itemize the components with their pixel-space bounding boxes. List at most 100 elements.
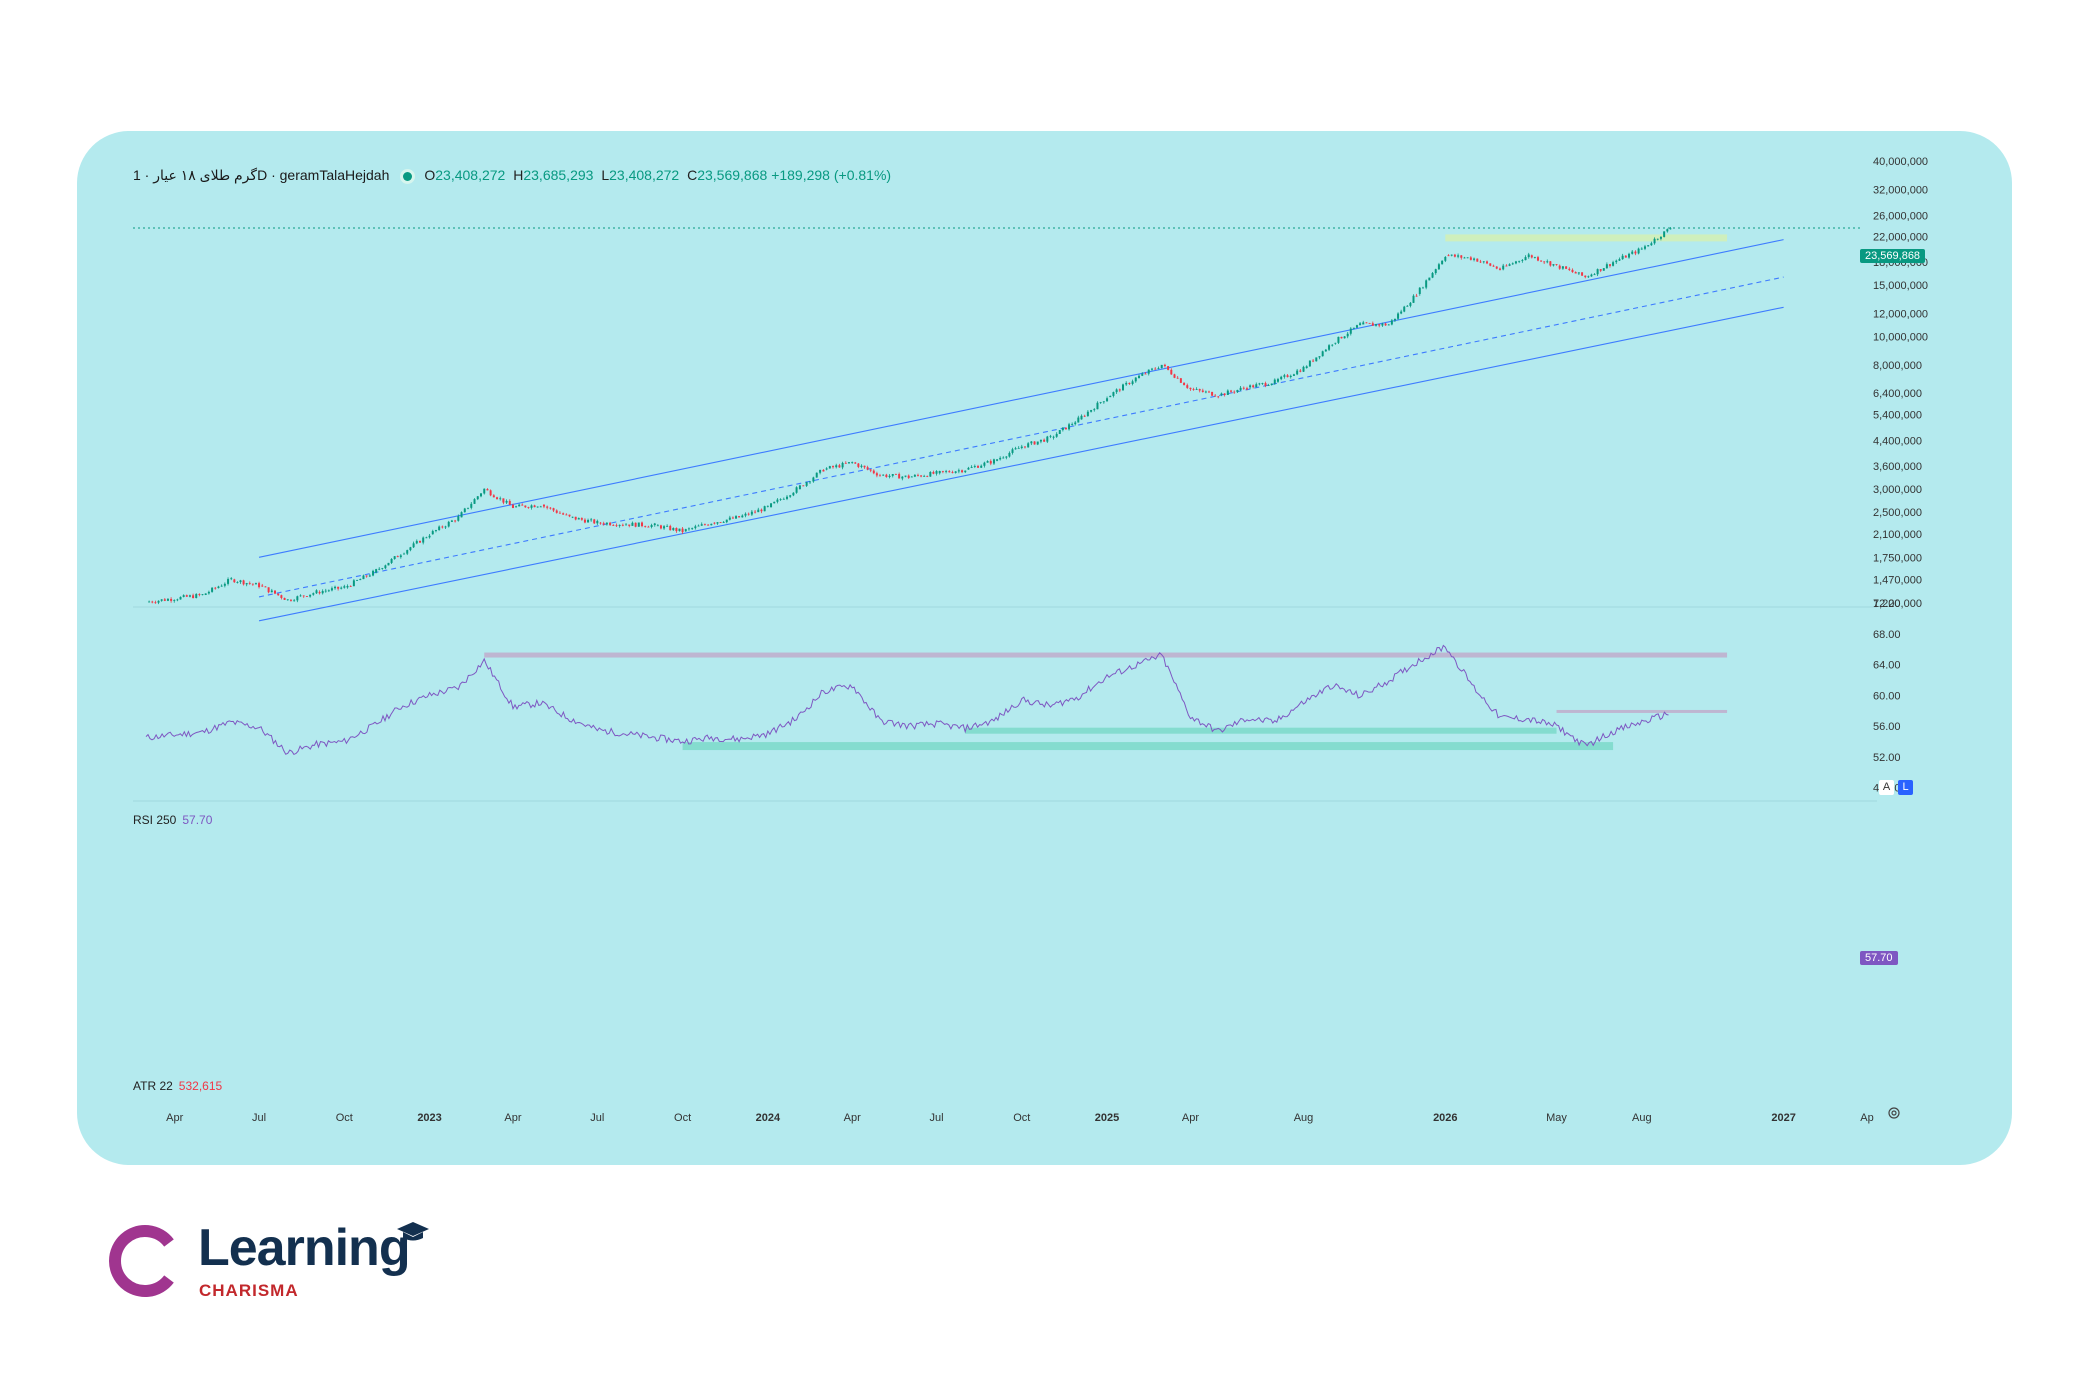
candle <box>710 523 713 526</box>
candle <box>812 477 815 482</box>
candle <box>1331 344 1334 346</box>
open-value: 23,408,272 <box>435 167 506 183</box>
candle <box>637 522 640 527</box>
candle <box>1273 379 1276 384</box>
candle <box>1653 238 1656 244</box>
candle <box>747 513 750 515</box>
candle <box>254 583 257 585</box>
candle <box>1318 356 1321 358</box>
candle <box>1055 433 1058 437</box>
candle <box>1093 409 1096 411</box>
candle <box>782 498 785 500</box>
candle <box>1106 398 1109 402</box>
candle <box>1080 415 1083 420</box>
candle <box>1387 324 1390 326</box>
candle <box>1115 389 1118 393</box>
candle <box>798 485 801 490</box>
candle <box>1505 265 1508 267</box>
resistance-zone <box>1445 234 1728 242</box>
rsi-legend[interactable]: RSI 250 57.70 <box>133 813 212 827</box>
candle <box>476 496 479 500</box>
price-axis-label: 40,000,000 <box>1873 156 1928 168</box>
candle <box>460 512 463 518</box>
candle <box>888 475 891 477</box>
candle <box>634 522 637 527</box>
candle <box>270 590 273 593</box>
candle <box>204 593 207 595</box>
candle <box>368 575 371 577</box>
candle <box>1574 272 1577 274</box>
candle <box>1286 375 1289 378</box>
price-chart[interactable]: 40,000,000 32,000,000 26,000,000 22,000,000… <box>77 131 2012 1165</box>
candle <box>615 525 618 527</box>
symbol-title[interactable]: گرم طلای ۱۸ عیار · 1D · geramTalaHejdah <box>133 167 390 183</box>
candle <box>1071 424 1074 425</box>
candle <box>923 475 926 477</box>
candle <box>866 467 869 470</box>
high-label: H <box>513 167 524 183</box>
candle <box>1270 383 1273 386</box>
candle <box>384 565 387 569</box>
rsi-value: 57.70 <box>182 813 213 827</box>
candle <box>321 591 324 594</box>
candle <box>1296 370 1299 375</box>
candle <box>349 586 352 587</box>
candle <box>166 598 169 601</box>
rsi-axis-label: 52.00 <box>1873 752 1901 764</box>
candle <box>1245 388 1248 390</box>
candle <box>989 461 992 464</box>
candle <box>628 524 631 526</box>
time-axis-label: Jul <box>252 1112 266 1124</box>
candle <box>1669 228 1672 230</box>
candle <box>151 601 154 603</box>
candle <box>1020 446 1023 448</box>
atr-legend[interactable]: ATR 22 532,615 <box>133 1079 222 1093</box>
candle <box>828 466 831 469</box>
candle <box>1249 385 1252 388</box>
candle <box>1154 368 1157 370</box>
candle <box>957 470 960 472</box>
candle <box>1305 366 1308 369</box>
candle <box>1186 385 1189 388</box>
log-scale-button[interactable]: L <box>1898 780 1913 795</box>
symbol-legend[interactable]: گرم طلای ۱۸ عیار · 1D · geramTalaHejdah O… <box>133 167 891 184</box>
candle <box>838 465 841 468</box>
candle <box>549 507 552 509</box>
candle <box>590 519 593 521</box>
candle <box>441 526 444 528</box>
candle <box>233 579 236 583</box>
candle <box>330 588 333 591</box>
candle <box>1489 263 1492 266</box>
price-axis-label: 5,400,000 <box>1873 410 1922 422</box>
candle <box>1083 415 1086 417</box>
candle <box>1267 385 1270 386</box>
candle <box>1220 393 1223 396</box>
candle <box>1005 456 1008 458</box>
market-status-icon <box>403 171 413 181</box>
candle <box>1637 248 1640 254</box>
time-axis-label: 2026 <box>1433 1112 1457 1124</box>
candle <box>305 596 308 597</box>
candle <box>1099 402 1102 404</box>
candle <box>602 523 605 525</box>
candle <box>552 508 555 511</box>
candle <box>511 504 514 509</box>
candle <box>910 476 913 478</box>
candle <box>1058 430 1061 434</box>
candle <box>387 562 390 566</box>
candle <box>1337 336 1340 343</box>
candle <box>176 599 179 601</box>
auto-scale-button[interactable]: A <box>1879 780 1894 795</box>
candle <box>647 526 650 528</box>
candle <box>1543 261 1546 263</box>
candle <box>1299 370 1302 372</box>
price-axis-label: 12,000,000 <box>1873 308 1928 320</box>
candle <box>694 526 697 529</box>
candle <box>1647 245 1650 247</box>
candle <box>1596 269 1599 275</box>
candle <box>1412 295 1415 303</box>
gear-icon[interactable] <box>1887 1106 1901 1120</box>
candle <box>1030 441 1033 444</box>
candle <box>179 596 182 600</box>
candle <box>1492 265 1495 267</box>
